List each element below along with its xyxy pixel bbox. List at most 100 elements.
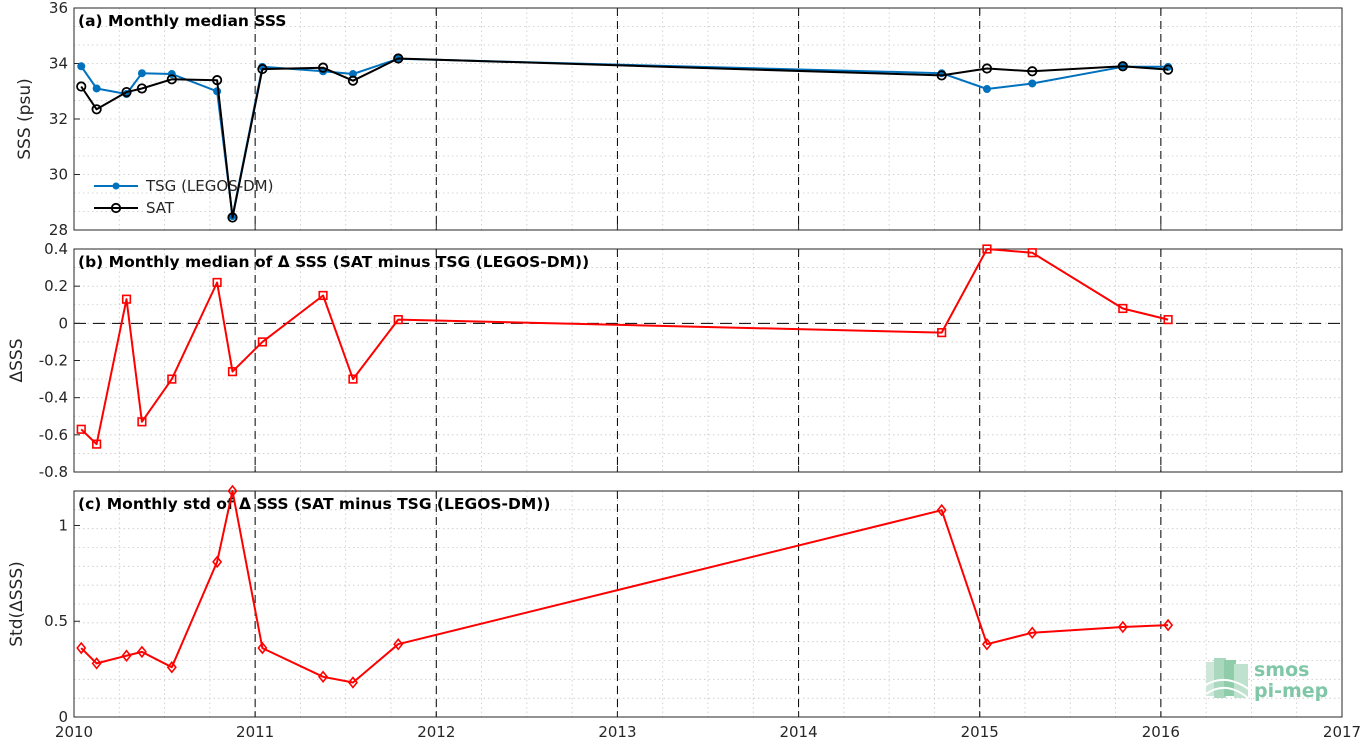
data-point <box>317 62 329 73</box>
y-tick-label: 0.5 <box>44 612 68 630</box>
y-tick-label: 28 <box>49 221 68 239</box>
x-tick-label: 2016 <box>1142 723 1180 741</box>
data-point <box>1117 61 1128 72</box>
y-tick-label: 34 <box>49 55 68 73</box>
data-point <box>227 212 238 223</box>
panel-c: 0 0.5 1 2010 2011 2012 2013 2014 2015 2016 2017 Std… <box>7 484 1361 741</box>
y-tick-label: 36 <box>49 0 68 17</box>
legend-label: TSG (LEGOS-DM) <box>145 177 273 195</box>
legend-label: SAT <box>146 199 175 217</box>
y-axis-label: Std(ΔSSS) <box>7 561 27 647</box>
data-point <box>76 81 87 92</box>
y-tick-label: 1 <box>58 516 68 534</box>
data-point <box>393 315 403 325</box>
panel-a: 28 30 32 34 36 SSS (psu) (a) Monthly median SS… <box>15 0 1343 239</box>
data-point <box>318 670 329 684</box>
data-point <box>167 374 177 384</box>
data-point <box>227 484 238 498</box>
data-point <box>981 63 993 74</box>
data-point <box>136 645 147 659</box>
data-point <box>1027 66 1038 77</box>
y-tick-label: -0.4 <box>39 389 68 407</box>
logo-emblem-icon <box>1203 658 1251 699</box>
data-point <box>91 657 102 670</box>
series-line <box>80 248 1169 446</box>
panel-title: (b) Monthly median of Δ SSS (SAT minus T… <box>78 253 589 271</box>
data-point <box>121 649 132 662</box>
panel-b: -0.8 -0.6 -0.4 -0.2 0 0.2 0.4 ΔSSS (b) Monthly m… <box>7 240 1343 481</box>
series-line <box>80 490 1169 684</box>
data-point <box>936 70 947 81</box>
data-point <box>227 367 238 377</box>
data-point <box>1117 620 1128 634</box>
data-point <box>92 439 102 449</box>
data-point <box>1163 64 1174 75</box>
data-point <box>1163 315 1173 325</box>
y-axis-label: SSS (psu) <box>15 78 35 159</box>
x-tick-label: 2017 <box>1323 723 1361 741</box>
data-point <box>76 641 87 655</box>
x-tick-label: 2012 <box>417 723 455 741</box>
data-point <box>166 660 177 674</box>
data-point <box>936 503 947 517</box>
legend-marker <box>112 182 120 190</box>
data-point <box>1028 79 1037 88</box>
y-tick-label: 30 <box>49 166 68 184</box>
y-tick-label: 32 <box>49 110 68 128</box>
data-point <box>212 277 222 288</box>
data-point <box>166 74 177 85</box>
y-tick-label: 0.4 <box>44 240 68 258</box>
panel-title: (c) Monthly std of Δ SSS (SAT minus TSG … <box>78 495 550 513</box>
data-point <box>981 637 992 651</box>
data-point <box>318 290 328 301</box>
data-point <box>348 374 358 384</box>
y-tick-label: -0.2 <box>39 352 68 370</box>
data-point <box>347 75 359 86</box>
logo-text-smos: smos <box>1254 659 1309 681</box>
data-point <box>212 555 223 569</box>
series-sat <box>76 53 1174 223</box>
series-line <box>80 57 1169 219</box>
data-point <box>121 294 132 304</box>
x-tick-label: 2015 <box>961 723 999 741</box>
data-point <box>257 63 268 75</box>
data-point <box>393 637 404 651</box>
data-point <box>982 85 991 94</box>
data-point <box>982 244 992 254</box>
x-tick-label: 2011 <box>236 723 274 741</box>
data-point <box>1027 248 1037 258</box>
data-point <box>257 641 268 655</box>
data-point <box>937 328 947 338</box>
legend-marker <box>110 202 122 214</box>
data-point <box>137 417 147 427</box>
x-tick-label: 2010 <box>55 723 93 741</box>
series-delta-sss <box>76 244 1173 449</box>
data-point <box>136 83 148 94</box>
y-axis-label: ΔSSS <box>7 338 27 382</box>
data-point <box>212 75 223 86</box>
data-point <box>76 424 86 434</box>
x-tick-label: 2013 <box>598 723 636 741</box>
x-tick-label: 2014 <box>779 723 817 741</box>
axes-frame <box>73 490 1343 718</box>
data-point <box>348 70 357 79</box>
logo-text-pimep: pi-mep <box>1254 680 1328 702</box>
y-tick-label: -0.8 <box>39 463 68 481</box>
data-point <box>347 676 358 689</box>
data-point <box>393 53 404 64</box>
data-point <box>257 337 267 347</box>
smos-pi-mep-logo: smos pi-mep <box>1203 658 1328 702</box>
y-tick-label: -0.6 <box>39 426 68 444</box>
y-tick-label: 0 <box>58 314 68 332</box>
y-tick-label: 0.2 <box>44 277 68 295</box>
data-point <box>92 84 101 93</box>
panel-title: (a) Monthly median SSS <box>78 12 286 30</box>
data-point <box>91 104 102 115</box>
data-point <box>1163 618 1174 632</box>
data-point <box>137 69 146 78</box>
series-delta-sss <box>76 484 1174 689</box>
data-point <box>77 62 86 71</box>
data-point <box>1027 626 1038 640</box>
data-point <box>1118 303 1128 314</box>
